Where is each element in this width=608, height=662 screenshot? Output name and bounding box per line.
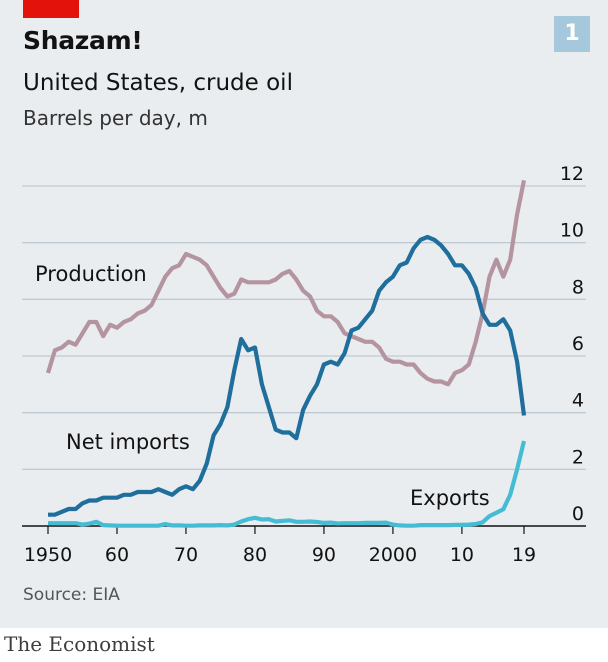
x-axis-ticks: 1950 60 70 80 90 2000 10 19	[24, 526, 536, 566]
economist-red-tag	[23, 0, 79, 18]
x-tick-label: 60	[105, 544, 129, 566]
economist-logo-text: The Economist	[4, 632, 155, 656]
chart-unit-label: Barrels per day, m	[23, 106, 208, 130]
y-tick-label: 12	[560, 163, 584, 185]
exports-label: Exports	[410, 486, 490, 510]
series-labels: Production Net imports Exports	[35, 262, 490, 510]
y-axis-ticks: 0 2 4 6 8 10 12	[560, 163, 584, 525]
gridlines	[22, 185, 586, 527]
production-line	[45, 179, 527, 387]
y-tick-label: 6	[572, 333, 584, 355]
chart-subtitle: United States, crude oil	[23, 70, 293, 96]
x-tick-label: 2000	[369, 544, 417, 566]
series-lines	[45, 179, 527, 528]
y-tick-label: 4	[572, 390, 584, 412]
x-tick-label: 80	[243, 544, 267, 566]
net-imports-line	[48, 234, 527, 517]
chart-title: Shazam!	[23, 26, 143, 55]
x-tick-label: 1950	[24, 544, 72, 566]
x-tick-label: 70	[174, 544, 198, 566]
y-tick-label: 0	[572, 503, 584, 525]
y-tick-label: 2	[572, 446, 584, 468]
exports-line	[48, 440, 527, 528]
y-tick-label: 10	[560, 220, 584, 242]
x-tick-label: 19	[512, 544, 536, 566]
line-chart: 0 2 4 6 8 10 12 1950 60 70 80 90 2000 10 19 Productio…	[22, 163, 586, 566]
production-label: Production	[35, 262, 147, 286]
x-tick-label: 90	[312, 544, 336, 566]
x-tick-label: 10	[450, 544, 474, 566]
source-note: Source: EIA	[23, 585, 120, 605]
net-imports-label: Net imports	[66, 430, 190, 454]
chart-number-badge: 1	[554, 16, 590, 52]
y-tick-label: 8	[572, 276, 584, 298]
